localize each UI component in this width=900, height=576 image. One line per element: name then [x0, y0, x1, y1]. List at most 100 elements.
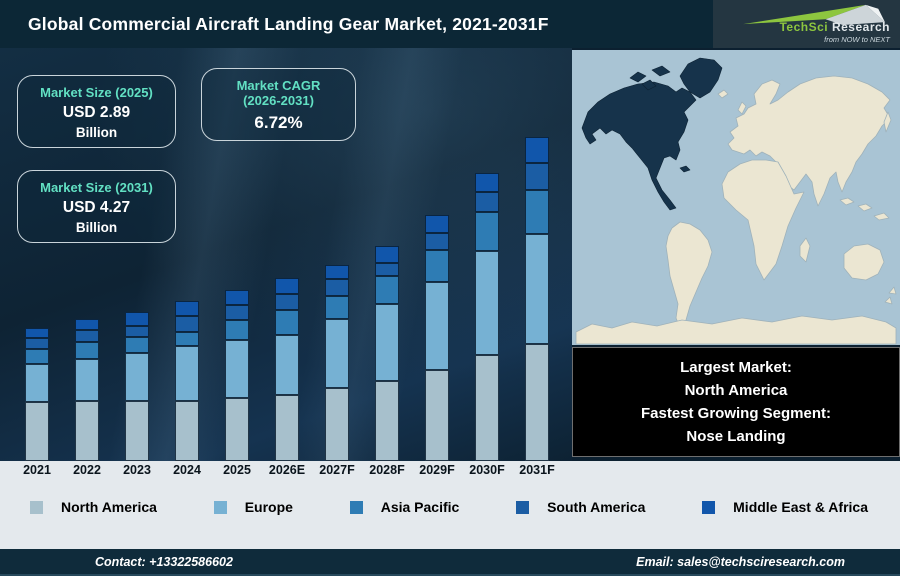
bar-2021: [25, 328, 49, 461]
main-area: Market Size (2025) USD 2.89 Billion Mark…: [0, 48, 900, 461]
logo-tagline: from NOW to NEXT: [824, 35, 890, 44]
bar-segment-europe: [475, 251, 499, 355]
bar-segment-europe: [425, 282, 449, 370]
bar-2029f: [425, 215, 449, 461]
legend-swatch-north-america: [30, 500, 43, 514]
bar-segment-middle-east-africa: [275, 278, 299, 294]
callout-line: Fastest Growing Segment:: [640, 405, 832, 422]
bar-segment-middle-east-africa: [425, 215, 449, 233]
bar-segment-middle-east-africa: [375, 246, 399, 263]
stat-label: (2026-2031): [243, 93, 314, 108]
bar-segment-south-america: [225, 305, 249, 320]
page-title: Global Commercial Aircraft Landing Gear …: [28, 13, 549, 34]
legend-item-south-america: South America: [516, 499, 645, 515]
map-panel: Largest Market: North America Fastest Gr…: [572, 48, 900, 461]
stat-unit: Billion: [75, 125, 118, 140]
year-label-2030f: 2030F: [469, 463, 505, 477]
legend-label-north-america: North America: [61, 499, 157, 515]
bar-segment-middle-east-africa: [25, 328, 49, 338]
bar-segment-asia-pacific: [325, 296, 349, 319]
bar-segment-europe: [175, 346, 199, 401]
bar-2024: [175, 301, 199, 461]
bar-segment-north-america: [525, 344, 549, 461]
stat-label: Market CAGR: [236, 78, 321, 93]
bar-segment-asia-pacific: [275, 310, 299, 335]
legend-item-north-america: North America: [30, 499, 157, 515]
bar-segment-middle-east-africa: [475, 173, 499, 192]
bar-segment-middle-east-africa: [525, 137, 549, 163]
bar-segment-asia-pacific: [125, 337, 149, 353]
bar-segment-asia-pacific: [525, 190, 549, 234]
legend-label-south-america: South America: [547, 499, 646, 515]
bar-segment-europe: [225, 340, 249, 398]
bar-2031f: [525, 137, 549, 461]
legend-item-europe: Europe: [213, 499, 293, 515]
bar-segment-south-america: [75, 330, 99, 342]
stat-value: USD 2.89: [62, 104, 131, 121]
year-label-2026e: 2026E: [268, 463, 306, 477]
stat-value: USD 4.27: [62, 199, 131, 216]
logo-brand-secondary: Research: [831, 20, 890, 34]
bar-segment-north-america: [425, 370, 449, 461]
bar-segment-europe: [275, 335, 299, 395]
bar-segment-south-america: [275, 294, 299, 310]
largest-market-callout: Largest Market: North America Fastest Gr…: [572, 347, 900, 457]
logo-arrow-icon: [743, 4, 885, 26]
world-map: [572, 50, 900, 345]
bar-segment-europe: [125, 353, 149, 401]
bar-segment-north-america: [75, 401, 99, 461]
year-label-2025: 2025: [223, 463, 251, 477]
footer-contact: Contact: +13322586602: [95, 554, 233, 569]
bar-segment-south-america: [175, 316, 199, 332]
callout-line: Largest Market:: [680, 359, 792, 376]
year-label-2023: 2023: [123, 463, 151, 477]
stat-label: Market Size (2031): [40, 180, 153, 195]
bar-segment-north-america: [25, 402, 49, 461]
bar-2026e: [275, 278, 299, 461]
stat-box-market-size-2031: Market Size (2031) USD 4.27 Billion: [17, 170, 176, 243]
techsci-logo: TechSci Research from NOW to NEXT: [713, 0, 900, 48]
map-land-group: [575, 75, 897, 345]
bar-segment-europe: [525, 234, 549, 344]
bar-segment-asia-pacific: [375, 276, 399, 304]
bar-segment-europe: [375, 304, 399, 381]
bar-2027f: [325, 265, 349, 461]
bar-segment-north-america: [175, 401, 199, 461]
logo-brand-primary: TechSci: [779, 20, 829, 34]
bar-segment-north-america: [375, 381, 399, 461]
bar-segment-asia-pacific: [175, 332, 199, 346]
bar-segment-asia-pacific: [75, 342, 99, 359]
bar-segment-asia-pacific: [425, 250, 449, 282]
legend-item-asia-pacific: Asia Pacific: [349, 499, 460, 515]
legend-swatch-middle-east-africa: [702, 500, 716, 514]
bar-segment-north-america: [475, 355, 499, 461]
bar-segment-asia-pacific: [225, 320, 249, 340]
map-north-america-group: [581, 57, 723, 211]
bar-segment-middle-east-africa: [225, 290, 249, 305]
bar-segment-asia-pacific: [475, 212, 499, 251]
year-label-2029f: 2029F: [419, 463, 455, 477]
year-label-2031f: 2031F: [519, 463, 555, 477]
bar-segment-south-america: [25, 338, 49, 349]
bar-segment-south-america: [525, 163, 549, 190]
bar-chart: Market Size (2025) USD 2.89 Billion Mark…: [0, 48, 572, 461]
year-label-2028f: 2028F: [369, 463, 405, 477]
bar-segment-middle-east-africa: [325, 265, 349, 279]
bar-segment-middle-east-africa: [75, 319, 99, 330]
bar-segment-south-america: [125, 326, 149, 337]
bar-2025: [225, 290, 249, 461]
lower-band: 2021 2022 2023 2024 2025 2026E 2027F 2028F 2029F…: [0, 461, 900, 549]
legend-swatch-asia-pacific: [349, 500, 363, 514]
header-bar: Global Commercial Aircraft Landing Gear …: [0, 0, 900, 48]
stat-label: Market Size (2025): [40, 85, 153, 100]
bar-2023: [125, 312, 149, 461]
legend-label-asia-pacific: Asia Pacific: [380, 499, 460, 515]
callout-line: Nose Landing: [686, 428, 786, 445]
logo-wordmark: TechSci Research: [779, 20, 890, 34]
bar-segment-north-america: [275, 395, 299, 461]
stat-unit: Billion: [75, 220, 118, 235]
bar-segment-north-america: [225, 398, 249, 461]
bar-segment-north-america: [325, 388, 349, 461]
bar-segment-south-america: [375, 263, 399, 276]
year-label-2022: 2022: [73, 463, 101, 477]
